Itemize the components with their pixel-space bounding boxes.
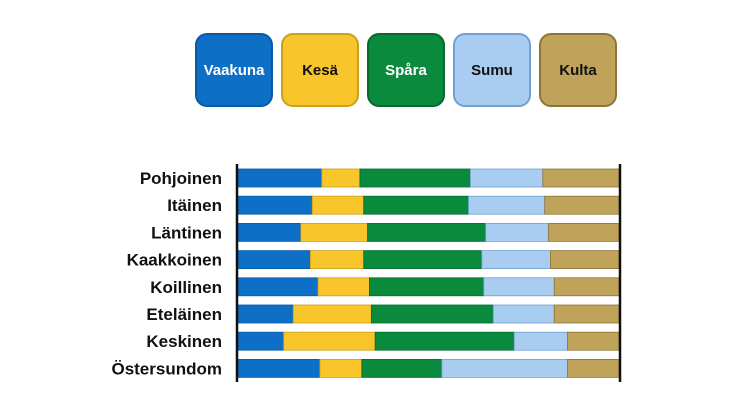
bars bbox=[237, 168, 620, 378]
row-labels: Pohjoinen Itäinen Läntinen Kaakkoinen Koilli… bbox=[111, 169, 222, 378]
legend-label-kesa: Kesä bbox=[302, 62, 339, 79]
bar-ostersundom-vaakuna bbox=[237, 358, 321, 378]
bar-kaakkoinen-kesa bbox=[309, 250, 365, 270]
bar-koillinen-kulta bbox=[553, 277, 620, 297]
bar-koillinen-vaakuna bbox=[237, 277, 319, 297]
bar-lantinen-spara bbox=[367, 222, 487, 242]
row-label-kaakkoinen: Kaakkoinen bbox=[127, 251, 222, 270]
legend-label-sumu: Sumu bbox=[471, 62, 513, 79]
bar-kaakkoinen-spara bbox=[363, 250, 483, 270]
legend: Vaakuna Kesä Spåra Sumu Kulta bbox=[195, 33, 617, 107]
bar-itainen-sumu bbox=[468, 195, 546, 215]
legend-swatch-kesa bbox=[281, 33, 359, 107]
bar-kaakkoinen-kulta bbox=[550, 250, 620, 270]
bar-etelainen-spara bbox=[370, 304, 494, 324]
bar-etelainen-sumu bbox=[492, 304, 555, 324]
legend-label-vaakuna: Vaakuna bbox=[204, 62, 266, 79]
legend-swatch-sumu bbox=[453, 33, 531, 107]
bar-keskinen-sumu bbox=[513, 331, 568, 351]
row-label-keskinen: Keskinen bbox=[146, 332, 222, 351]
bar-koillinen-sumu bbox=[483, 277, 555, 297]
bar-itainen-kesa bbox=[311, 195, 365, 215]
bar-koillinen-spara bbox=[369, 277, 485, 297]
bar-keskinen-vaakuna bbox=[237, 331, 285, 351]
bar-itainen-vaakuna bbox=[237, 195, 313, 215]
bar-lantinen-kulta bbox=[548, 222, 620, 242]
legend-swatch-spara bbox=[367, 33, 445, 107]
row-label-etelainen: Eteläinen bbox=[146, 305, 222, 324]
bar-keskinen-spara bbox=[374, 331, 515, 351]
bar-ostersundom-kesa bbox=[319, 358, 363, 378]
row-label-koillinen: Koillinen bbox=[150, 278, 222, 297]
bar-koillinen-kesa bbox=[317, 277, 370, 297]
bar-etelainen-kesa bbox=[292, 304, 372, 324]
bar-pohjoinen-sumu bbox=[470, 168, 544, 188]
bar-lantinen-vaakuna bbox=[237, 222, 302, 242]
bar-etelainen-vaakuna bbox=[237, 304, 294, 324]
bar-pohjoinen-vaakuna bbox=[237, 168, 323, 188]
row-label-lantinen: Läntinen bbox=[151, 223, 222, 242]
bar-ostersundom-spara bbox=[361, 358, 443, 378]
bar-pohjoinen-spara bbox=[359, 168, 471, 188]
row-label-ostersundom: Östersundom bbox=[111, 359, 222, 378]
row-label-itainen: Itäinen bbox=[167, 196, 222, 215]
bar-lantinen-sumu bbox=[485, 222, 549, 242]
bar-kaakkoinen-sumu bbox=[481, 250, 551, 270]
bar-keskinen-kesa bbox=[283, 331, 376, 351]
bar-itainen-spara bbox=[363, 195, 469, 215]
legend-swatch-kulta bbox=[539, 33, 617, 107]
legend-swatch-vaakuna bbox=[195, 33, 273, 107]
bar-lantinen-kesa bbox=[300, 222, 368, 242]
bar-ostersundom-kulta bbox=[567, 358, 620, 378]
bar-keskinen-kulta bbox=[567, 331, 620, 351]
legend-label-kulta: Kulta bbox=[559, 62, 597, 79]
bar-itainen-kulta bbox=[544, 195, 620, 215]
bar-etelainen-kulta bbox=[553, 304, 620, 324]
bar-kaakkoinen-vaakuna bbox=[237, 250, 311, 270]
row-label-pohjoinen: Pohjoinen bbox=[140, 169, 222, 188]
bar-pohjoinen-kulta bbox=[542, 168, 620, 188]
bar-ostersundom-sumu bbox=[441, 358, 568, 378]
bar-pohjoinen-kesa bbox=[321, 168, 361, 188]
legend-label-spara: Spåra bbox=[385, 62, 427, 79]
